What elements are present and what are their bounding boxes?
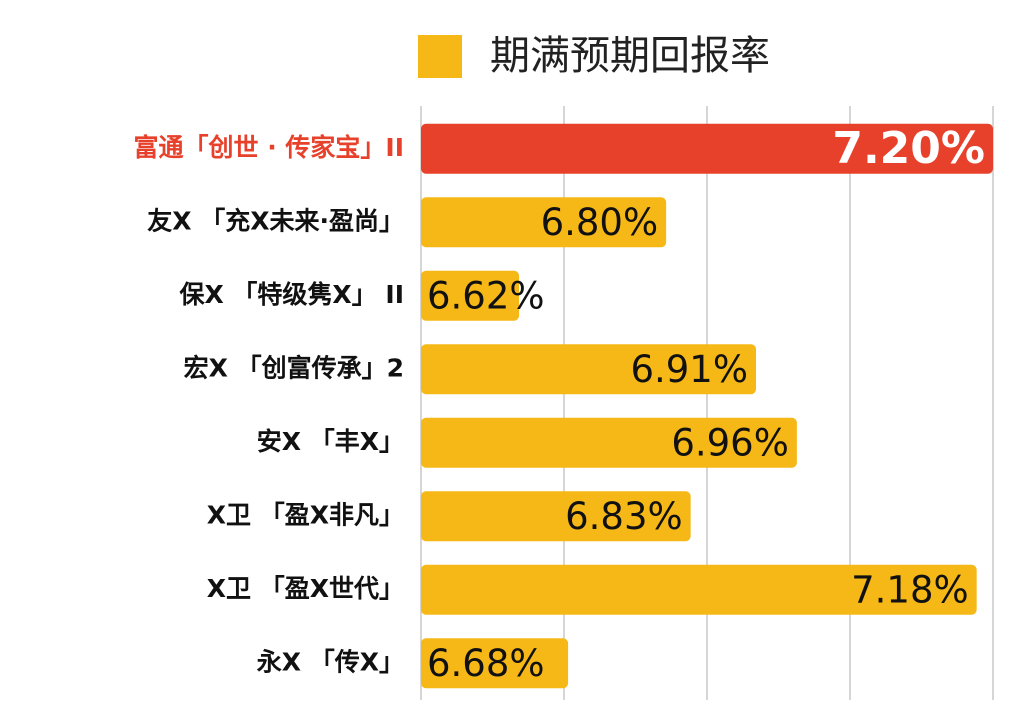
bar bbox=[421, 491, 691, 542]
category-label: 富通「创世 · 传家宝」II bbox=[133, 133, 404, 162]
category-label: X卫 「盈X非凡」 bbox=[207, 500, 404, 529]
value-label: 7.20% bbox=[832, 123, 985, 174]
bar bbox=[421, 344, 757, 395]
value-label: 7.18% bbox=[851, 568, 969, 611]
category-label: 永X 「传X」 bbox=[257, 647, 404, 676]
category-label: 安X 「丰X」 bbox=[257, 427, 404, 456]
bar bbox=[421, 564, 977, 615]
bar bbox=[421, 417, 797, 468]
value-label: 6.83% bbox=[565, 495, 683, 538]
legend-label: 期满预期回报率 bbox=[490, 33, 770, 79]
value-label: 6.91% bbox=[630, 348, 748, 391]
bar bbox=[421, 123, 993, 174]
category-label: 宏X 「创富传承」2 bbox=[184, 353, 404, 382]
bar bbox=[421, 638, 569, 689]
category-label: 保X 「特级隽X」 II bbox=[178, 280, 404, 309]
value-label: 6.62% bbox=[427, 274, 545, 317]
bar bbox=[421, 270, 520, 321]
value-label: 6.96% bbox=[671, 421, 789, 464]
bar bbox=[421, 197, 667, 248]
legend-swatch bbox=[418, 35, 462, 78]
category-label: 友X 「充X未来·盈尚」 bbox=[147, 206, 404, 235]
value-label: 6.80% bbox=[541, 201, 659, 244]
value-label: 6.68% bbox=[427, 642, 545, 685]
category-label: X卫 「盈X世代」 bbox=[207, 574, 404, 603]
